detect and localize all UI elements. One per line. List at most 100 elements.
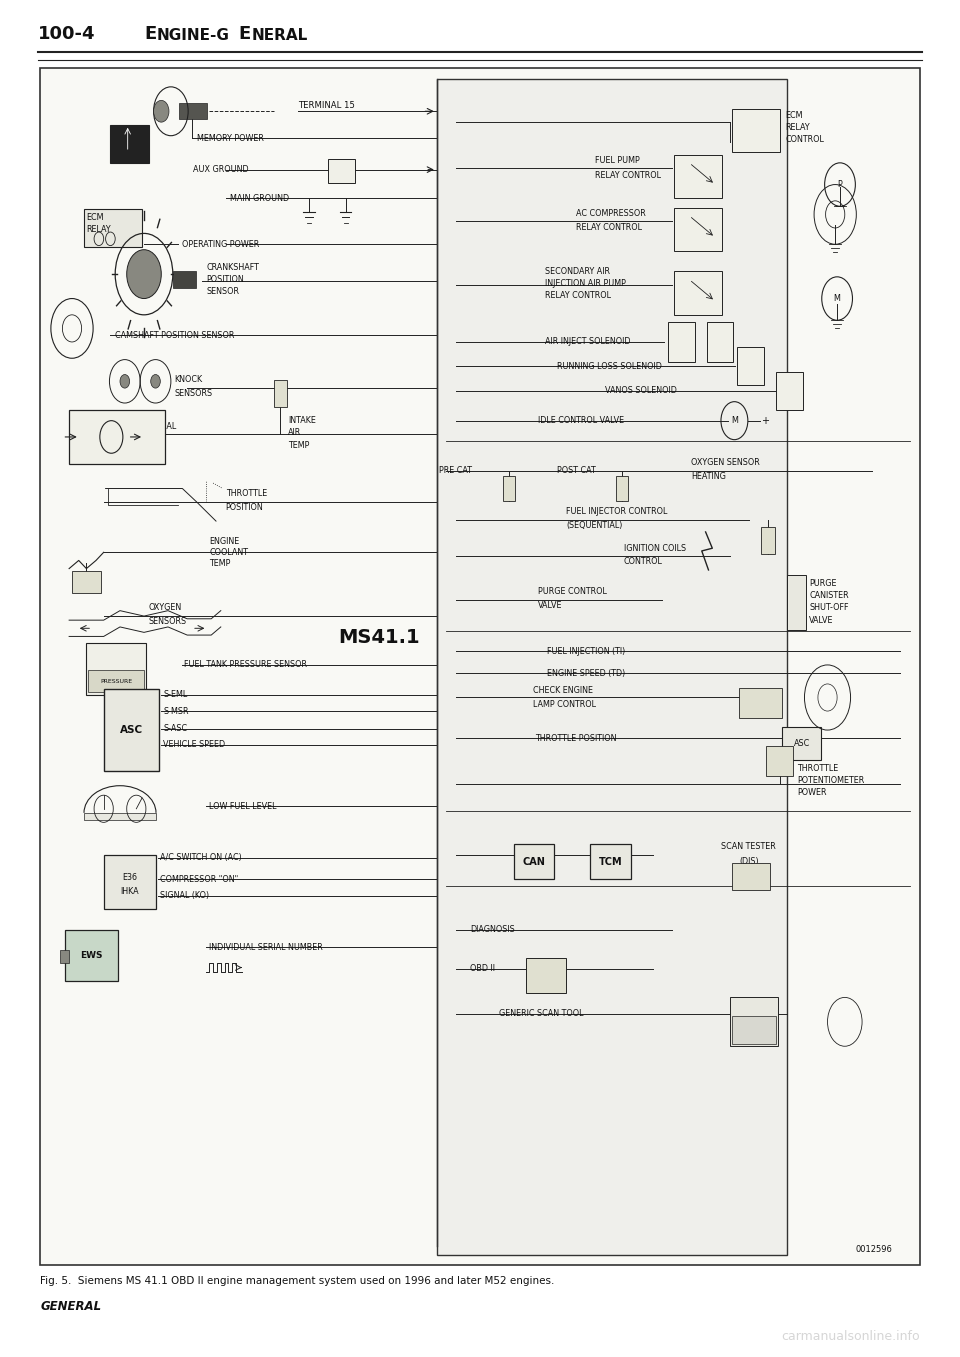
Text: (DIS): (DIS) [739,858,758,866]
Text: (SEQUENTIAL): (SEQUENTIAL) [566,521,623,529]
Text: 0012596: 0012596 [856,1244,893,1254]
Text: CONTROL: CONTROL [785,136,824,144]
Text: CAMSHAFT POSITION SENSOR: CAMSHAFT POSITION SENSOR [115,331,234,339]
Bar [590,844,631,879]
Circle shape [154,100,169,122]
Text: ASC: ASC [120,725,143,735]
Text: KNOCK: KNOCK [175,376,203,384]
Text: OXYGEN SENSOR: OXYGEN SENSOR [691,459,760,467]
Text: THROTTLE POSITION: THROTTLE POSITION [535,734,616,742]
Text: INDIVIDUAL SERIAL NUMBER: INDIVIDUAL SERIAL NUMBER [209,943,323,951]
Text: ECM: ECM [86,213,104,221]
Text: VALVE: VALVE [538,601,563,609]
Text: CHECK ENGINE: CHECK ENGINE [533,687,593,695]
Text: THROTTLE: THROTTLE [797,764,838,772]
Text: RUNNING LOSS SOLENOID: RUNNING LOSS SOLENOID [557,362,661,370]
Text: EWS: EWS [80,951,103,959]
Text: VALVE: VALVE [809,616,834,624]
Text: SENSORS: SENSORS [149,617,187,626]
Text: SCAN TESTER: SCAN TESTER [721,843,777,851]
Text: TERMINAL 15: TERMINAL 15 [298,102,354,110]
Bar [761,527,775,554]
Bar [274,380,287,407]
Text: LAMP CONTROL: LAMP CONTROL [533,700,596,708]
Bar [674,208,722,251]
Text: MS41.1: MS41.1 [338,628,420,647]
Bar [179,103,207,119]
Bar [86,643,146,695]
Text: NERAL: NERAL [252,28,308,43]
Text: IGNITION COILS: IGNITION COILS [624,544,686,552]
Bar [787,575,806,630]
Text: COOLANT: COOLANT [209,548,249,556]
Text: M: M [833,294,841,303]
Bar [84,209,142,247]
Text: Fig. 5.  Siemens MS 41.1 OBD II engine management system used on 1996 and later : Fig. 5. Siemens MS 41.1 OBD II engine ma… [40,1276,555,1285]
Text: CRANKSHAFT: CRANKSHAFT [206,263,259,271]
Text: PURGE CONTROL: PURGE CONTROL [538,588,607,596]
Text: COMPRESSOR "ON": COMPRESSOR "ON" [160,875,239,883]
Text: INTAKE: INTAKE [288,417,316,425]
Text: NGINE-G: NGINE-G [156,28,229,43]
Bar [526,958,566,993]
Text: ECM: ECM [785,111,803,119]
Text: FUEL TANK PRESSURE SENSOR: FUEL TANK PRESSURE SENSOR [184,661,307,669]
Text: POSITION: POSITION [206,275,244,284]
Text: THROTTLE: THROTTLE [226,490,267,498]
Circle shape [127,250,161,299]
Text: SECONDARY AIR: SECONDARY AIR [545,267,611,275]
Text: E36: E36 [122,874,137,882]
Text: +: + [761,415,769,426]
Text: AIR: AIR [288,429,301,437]
Bar [730,997,778,1046]
Text: GENERIC SCAN TOOL: GENERIC SCAN TOOL [499,1010,584,1018]
Text: A/C SWITCH ON (AC): A/C SWITCH ON (AC) [160,854,242,862]
Text: OBD II: OBD II [470,965,495,973]
Text: P: P [838,180,842,189]
Text: TEMP: TEMP [288,441,309,449]
Text: FUEL PUMP: FUEL PUMP [595,156,640,164]
Text: E: E [238,26,251,43]
Text: POTENTIOMETER: POTENTIOMETER [797,776,864,784]
Text: MAIN GROUND: MAIN GROUND [230,194,290,202]
Text: VEHICLE SPEED: VEHICLE SPEED [163,741,226,749]
Bar [173,271,196,288]
Bar [84,813,156,820]
Text: RELAY CONTROL: RELAY CONTROL [576,224,642,232]
Bar [782,727,821,760]
Text: RELAY: RELAY [86,225,111,233]
Text: RELAY: RELAY [785,123,810,132]
Bar [503,476,515,501]
Text: ENGINE SPEED (TD): ENGINE SPEED (TD) [547,669,626,677]
Text: IDLE CONTROL VALVE: IDLE CONTROL VALVE [538,417,624,425]
Text: 100-4: 100-4 [38,26,96,43]
Bar [732,109,780,152]
Bar [65,930,118,981]
Text: IHKA: IHKA [120,887,139,896]
Text: LOW FUEL LEVEL: LOW FUEL LEVEL [209,802,276,810]
Bar [707,322,733,362]
Text: OPERATING POWER: OPERATING POWER [182,240,259,248]
Bar [104,855,156,909]
Bar [674,271,722,315]
Text: DIAGNOSIS: DIAGNOSIS [470,925,516,934]
Bar [616,476,628,501]
Circle shape [120,375,130,388]
Bar [737,347,764,385]
Bar [60,950,69,963]
Text: CANISTER: CANISTER [809,592,849,600]
Text: FUEL INJECTION (TI): FUEL INJECTION (TI) [547,647,626,655]
Text: S-MSR: S-MSR [163,707,189,715]
Text: E: E [144,26,156,43]
Bar [732,863,770,890]
Text: MEMORY POWER: MEMORY POWER [197,134,264,142]
Text: VANOS SOLENOID: VANOS SOLENOID [605,387,677,395]
Bar [514,844,554,879]
Text: HEATING: HEATING [691,472,726,480]
Text: RELAY CONTROL: RELAY CONTROL [595,171,661,179]
Bar [776,372,803,410]
Text: SENSORS: SENSORS [175,389,213,398]
Text: PRESSURE: PRESSURE [100,678,132,684]
Bar [739,688,782,718]
Text: SIGNAL (KO): SIGNAL (KO) [160,892,209,900]
